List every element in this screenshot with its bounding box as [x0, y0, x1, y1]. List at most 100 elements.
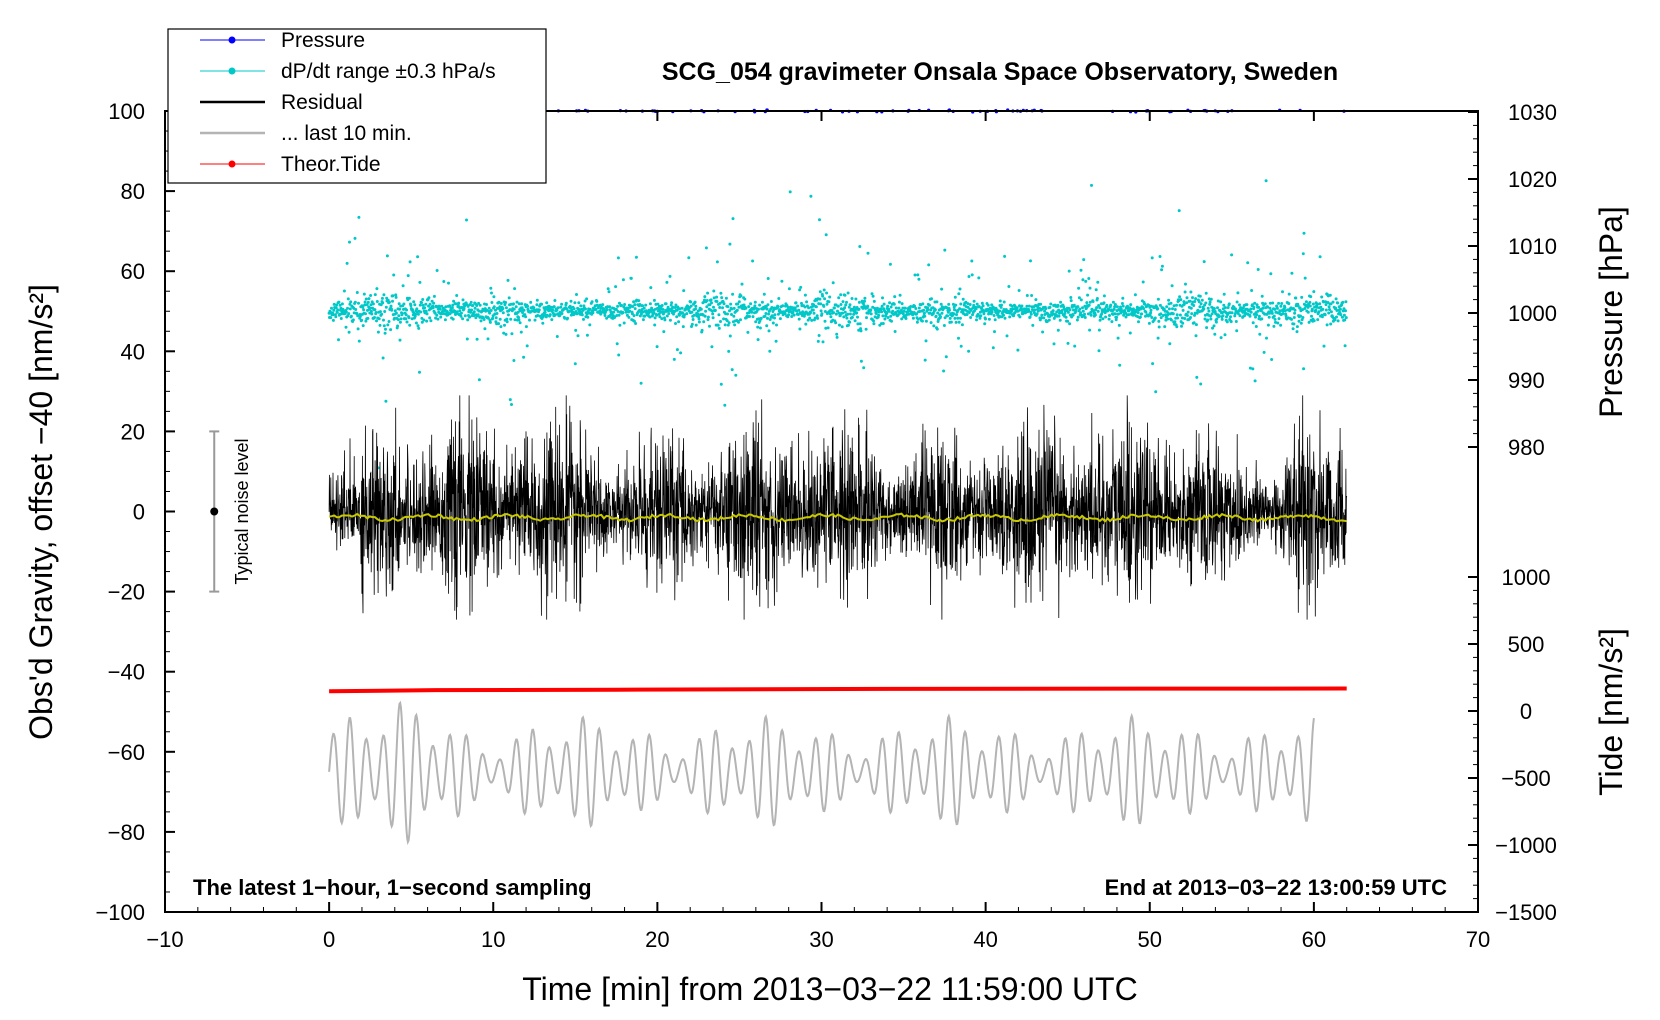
- dpdt-point: [1324, 300, 1328, 304]
- dpdt-point: [936, 311, 940, 315]
- dpdt-point: [1181, 308, 1185, 312]
- dpdt-point: [399, 317, 403, 321]
- dpdt-point: [513, 287, 517, 291]
- dpdt-point: [1321, 307, 1325, 311]
- dpdt-point: [726, 312, 729, 316]
- dpdt-point: [552, 305, 556, 309]
- dpdt-point: [719, 291, 723, 295]
- dpdt-point: [694, 304, 698, 308]
- dpdt-point: [594, 308, 598, 311]
- dpdt-point: [1074, 309, 1078, 313]
- dpdt-point: [420, 320, 424, 324]
- dpdt-point: [889, 314, 893, 318]
- dpdt-point: [1165, 305, 1169, 309]
- dpdt-point: [776, 305, 780, 309]
- dpdt-point: [694, 307, 697, 311]
- dpdt-point: [515, 300, 519, 304]
- dpdt-point: [958, 307, 962, 311]
- dpdt-point: [1281, 312, 1285, 316]
- dpdt-point: [1266, 305, 1270, 309]
- dpdt-point: [1036, 309, 1040, 313]
- dpdt-point: [1066, 341, 1070, 345]
- dpdt-point: [1167, 307, 1171, 311]
- dpdt-point: [1184, 282, 1187, 286]
- dpdt-point: [1222, 292, 1226, 296]
- dpdt-point: [1192, 321, 1196, 325]
- dpdt-point: [885, 311, 889, 315]
- dpdt-point: [740, 282, 744, 286]
- dpdt-point: [1277, 301, 1281, 305]
- dpdt-point: [618, 301, 621, 305]
- dpdt-point: [913, 304, 917, 308]
- dpdt-point: [466, 318, 470, 322]
- dpdt-point: [670, 301, 674, 305]
- dpdt-point: [508, 308, 512, 312]
- legend-label: ... last 10 min.: [281, 122, 412, 145]
- dpdt-point: [981, 304, 985, 308]
- dpdt-point: [1312, 319, 1316, 323]
- dpdt-point: [839, 303, 843, 306]
- dpdt-point: [948, 308, 951, 312]
- dpdt-point: [1279, 323, 1283, 327]
- dpdt-point: [967, 349, 971, 353]
- y-axis-pressure-title: Pressure [hPa]: [1593, 206, 1629, 418]
- dpdt-point: [909, 305, 913, 308]
- dpdt-point: [382, 293, 386, 297]
- dpdt-point: [373, 293, 377, 297]
- dpdt-point: [718, 306, 722, 309]
- dpdt-point: [816, 339, 820, 343]
- dpdt-point: [391, 299, 394, 303]
- dpdt-point: [708, 324, 711, 328]
- dpdt-point: [353, 300, 357, 304]
- dpdt-point: [765, 324, 769, 328]
- dpdt-point: [719, 320, 722, 323]
- dpdt-point: [649, 286, 653, 290]
- dpdt-point: [641, 304, 645, 308]
- dpdt-point: [1173, 320, 1177, 324]
- dpdt-point: [841, 311, 845, 315]
- dpdt-point: [1278, 309, 1282, 313]
- dpdt-point: [1177, 209, 1181, 213]
- dpdt-point: [1017, 289, 1021, 292]
- dpdt-point: [486, 316, 490, 320]
- dpdt-point: [457, 301, 461, 305]
- dpdt-point: [956, 316, 960, 320]
- dpdt-point: [660, 317, 664, 321]
- dpdt-point: [548, 313, 552, 317]
- dpdt-point: [1258, 332, 1262, 336]
- dpdt-point: [383, 310, 387, 313]
- dpdt-point: [940, 287, 944, 291]
- pressure-tick-label: 1020: [1508, 167, 1557, 192]
- dpdt-point: [517, 318, 521, 322]
- dpdt-point: [957, 292, 961, 296]
- dpdt-point: [913, 273, 917, 277]
- dpdt-point: [836, 309, 839, 313]
- dpdt-point: [575, 312, 579, 315]
- dpdt-point: [812, 311, 816, 315]
- dpdt-point: [674, 303, 678, 307]
- dpdt-point: [522, 355, 526, 359]
- dpdt-point: [967, 275, 971, 278]
- dpdt-point: [461, 317, 465, 321]
- dpdt-point: [408, 260, 412, 264]
- dpdt-point: [1194, 297, 1198, 301]
- dpdt-point: [330, 306, 333, 310]
- dpdt-point: [992, 314, 996, 317]
- dpdt-point: [355, 291, 359, 294]
- dpdt-point: [509, 317, 513, 321]
- dpdt-point: [339, 317, 343, 320]
- dpdt-point: [570, 308, 574, 312]
- dpdt-point: [822, 304, 826, 308]
- dpdt-point: [706, 315, 710, 319]
- dpdt-point: [618, 323, 622, 327]
- dpdt-point: [429, 319, 433, 323]
- dpdt-point: [533, 318, 537, 322]
- dpdt-point: [914, 307, 918, 310]
- dpdt-point: [332, 302, 336, 306]
- dpdt-point: [1188, 299, 1192, 303]
- dpdt-point: [751, 315, 755, 319]
- dpdt-point: [1339, 313, 1343, 317]
- dpdt-point: [1185, 314, 1189, 317]
- dpdt-point: [922, 311, 926, 315]
